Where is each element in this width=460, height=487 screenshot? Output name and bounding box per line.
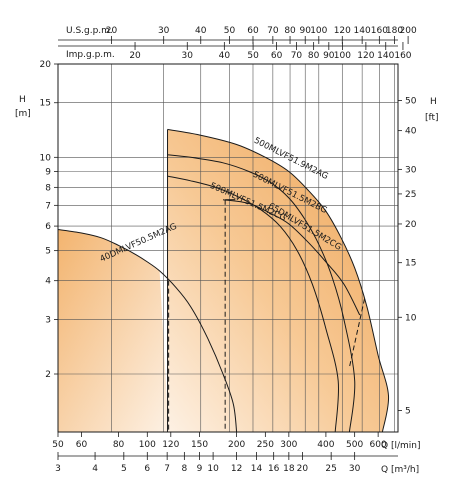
top1-axis-tick-label: 70 bbox=[267, 26, 279, 36]
right-axis-tick-label: 15 bbox=[405, 259, 416, 269]
series-line bbox=[167, 154, 356, 433]
top2-axis-tick-label: 160 bbox=[394, 51, 411, 61]
top1-axis-tick-label: 180 bbox=[386, 26, 403, 36]
bottom2-axis-tick-label: 3 bbox=[55, 464, 61, 474]
plot-frame bbox=[57, 63, 399, 433]
plot-border bbox=[57, 63, 399, 433]
bottom1-axis-tick-label: 50 bbox=[52, 440, 64, 450]
top2-axis-tick-label: 40 bbox=[219, 51, 231, 61]
right-axis-unit: [ft] bbox=[425, 113, 439, 123]
bottom1-axis-tick-label: 200 bbox=[228, 440, 245, 450]
top1-axis-tick-label: 30 bbox=[158, 26, 170, 36]
bottom1-axis-tick-label: 500 bbox=[346, 440, 363, 450]
left-axis-title: H bbox=[19, 95, 26, 105]
bottom1-axis-tick-label: 250 bbox=[257, 440, 274, 450]
left-axis-tick-label: 20 bbox=[40, 60, 52, 70]
series-line bbox=[167, 175, 340, 433]
top1-axis-tick-label: 60 bbox=[247, 26, 259, 36]
right-axis-tick-label: 20 bbox=[405, 220, 417, 230]
right-axis-tick-label: 40 bbox=[405, 127, 417, 137]
top1-axis-tick-label: 160 bbox=[371, 26, 388, 36]
bottom2-axis-tick-label: 4 bbox=[92, 464, 98, 474]
bottom2-axis-tick-label: 7 bbox=[164, 464, 170, 474]
bottom2-axis-tick-label: 25 bbox=[325, 464, 336, 474]
top1-axis-tick-label: 140 bbox=[354, 26, 371, 36]
bottom2-axis-tick-label: 20 bbox=[297, 464, 309, 474]
right-axis-tick-label: 50 bbox=[405, 97, 417, 107]
top1-axis-tick-label: 40 bbox=[195, 26, 207, 36]
bottom2-axis-tick-label: 12 bbox=[231, 464, 242, 474]
bottom2-axis-tick-label: 8 bbox=[181, 464, 187, 474]
left-axis-tick-label: 10 bbox=[40, 153, 52, 163]
small-pump-region bbox=[58, 229, 169, 432]
left-axis-tick-label: 15 bbox=[40, 99, 51, 109]
bottom2-axis-tick-label: 18 bbox=[283, 464, 295, 474]
bottom1-axis-tick-label: 300 bbox=[280, 440, 297, 450]
top1-axis-tick-label: 20 bbox=[106, 26, 118, 36]
top2-axis-tick-label: 100 bbox=[334, 51, 351, 61]
left-axis-tick-label: 5 bbox=[45, 247, 51, 257]
bottom1-axis-tick-label: 600 bbox=[370, 440, 387, 450]
right-axis-tick-label: 25 bbox=[405, 190, 416, 200]
dashed-limit-line bbox=[348, 298, 366, 368]
left-axis-tick-label: 6 bbox=[45, 222, 51, 232]
bottom1-axis-tick-label: 100 bbox=[139, 440, 156, 450]
top1-axis-tick-label: 90 bbox=[299, 26, 311, 36]
left-axis-tick-label: 3 bbox=[45, 315, 51, 325]
top2-axis-tick-label: 70 bbox=[291, 51, 303, 61]
top2-axis-label: Imp.g.p.m. bbox=[66, 50, 115, 60]
top1-axis-tick-label: 80 bbox=[284, 26, 296, 36]
bottom1-axis-tick-label: 150 bbox=[191, 440, 208, 450]
right-axis-tick-label: 30 bbox=[405, 165, 417, 175]
bottom2-axis-tick-label: 30 bbox=[349, 464, 361, 474]
gridlines bbox=[58, 64, 398, 432]
top2-axis-tick-label: 90 bbox=[323, 51, 335, 61]
bottom1-axis-label: Q [l/min] bbox=[381, 441, 420, 451]
top1-axis-label: U.S.g.p.m. bbox=[66, 26, 113, 36]
series-line bbox=[57, 229, 238, 433]
bottom1-axis-tick-label: 60 bbox=[76, 440, 88, 450]
series-line bbox=[222, 199, 361, 316]
top2-axis-tick-label: 50 bbox=[247, 51, 259, 61]
bottom2-axis-label: Q [m³/h] bbox=[381, 465, 419, 475]
right-axis-tick-label: 10 bbox=[405, 313, 417, 323]
bottom2-axis-tick-label: 14 bbox=[251, 464, 263, 474]
bottom2-axis-tick-label: 6 bbox=[144, 464, 150, 474]
top2-axis-tick-label: 60 bbox=[271, 51, 283, 61]
top1-axis-tick-label: 120 bbox=[334, 26, 351, 36]
top2-axis-tick-label: 120 bbox=[357, 51, 374, 61]
bottom2-axis-tick-label: 5 bbox=[121, 464, 127, 474]
axis-labels: H [m] H [ft] U.S.g.p.m. Imp.g.p.m. Q [l/… bbox=[15, 26, 439, 475]
top1-axis-tick-label: 200 bbox=[400, 26, 417, 36]
right-axis-tick-label: 5 bbox=[405, 407, 411, 417]
bottom1-axis-tick-label: 120 bbox=[162, 440, 179, 450]
left-axis-tick-label: 2 bbox=[45, 370, 51, 380]
bottom2-axis-tick-label: 16 bbox=[268, 464, 280, 474]
left-axis-tick-label: 9 bbox=[45, 168, 51, 178]
top1-axis-tick-label: 50 bbox=[224, 26, 236, 36]
series-line bbox=[167, 128, 390, 433]
top1-axis-tick-label: 100 bbox=[310, 26, 327, 36]
top2-axis-tick-label: 80 bbox=[308, 51, 320, 61]
left-axis-tick-label: 4 bbox=[45, 277, 51, 287]
left-axis-unit: [m] bbox=[15, 109, 31, 119]
left-axis-tick-label: 8 bbox=[45, 183, 51, 193]
top2-axis-tick-label: 20 bbox=[129, 51, 141, 61]
top2-axis-tick-label: 30 bbox=[182, 51, 194, 61]
bottom2-axis-tick-label: 9 bbox=[197, 464, 203, 474]
bottom2-axis-tick-label: 10 bbox=[207, 464, 219, 474]
bottom1-axis-tick-label: 400 bbox=[317, 440, 334, 450]
right-axis-title: H bbox=[430, 97, 437, 107]
top2-axis-tick-label: 140 bbox=[377, 51, 394, 61]
bottom1-axis-tick-label: 80 bbox=[113, 440, 125, 450]
left-axis-tick-label: 7 bbox=[45, 201, 51, 211]
